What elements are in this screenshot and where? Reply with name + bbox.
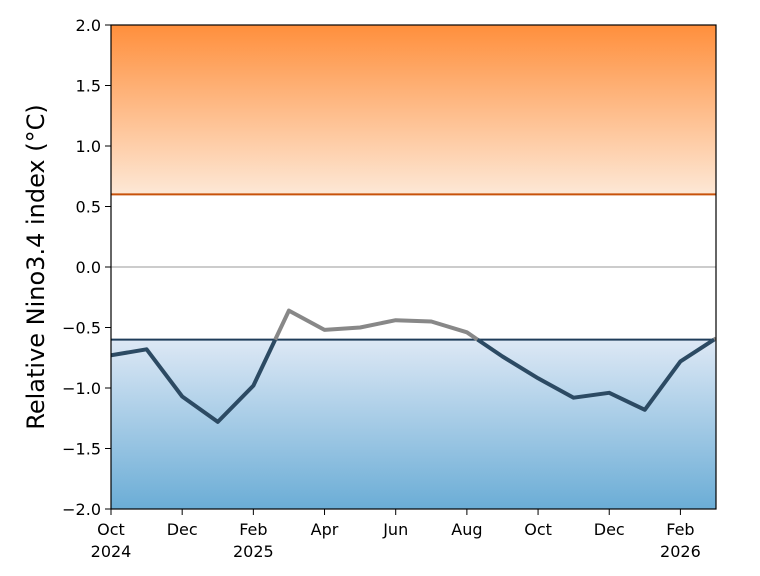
x-tick-year-label: 2026 [660,542,701,561]
y-axis-ticks: 2.0 1.5 1.0 0.5 0.0 −0.5 −1.0 −1.5 −2.0 [62,16,111,519]
cool-shading-band [111,339,716,509]
x-tick-label: Oct [97,520,125,539]
y-axis-label: Relative Nino3.4 index (°C) [22,104,50,430]
y-tick-label: 1.5 [76,77,101,96]
y-tick-label: −1.0 [62,379,101,398]
x-tick-label: Oct [524,520,552,539]
y-tick-label: −0.5 [62,319,101,338]
x-axis-ticks: Oct 2024 Dec Feb 2025 Apr Jun Aug Oct Dec Feb 2026 [91,509,701,561]
y-tick-label: 0.0 [76,258,101,277]
x-tick-label: Feb [239,520,267,539]
x-tick-year-label: 2024 [91,542,132,561]
series-line-segment-above-threshold [273,308,479,342]
x-tick-year-label: 2025 [233,542,274,561]
warm-shading-band [111,25,716,195]
x-tick-label: Apr [311,520,339,539]
y-tick-label: 0.5 [76,198,101,217]
y-tick-label: 2.0 [76,16,101,35]
series-layer [111,308,716,424]
x-tick-label: Dec [594,520,625,539]
y-tick-label: −2.0 [62,500,101,519]
x-tick-label: Dec [167,520,198,539]
x-tick-label: Jun [382,520,408,539]
series-line-segment [476,337,716,412]
x-tick-label: Feb [666,520,694,539]
x-tick-label: Aug [451,520,482,539]
y-tick-label: −1.5 [62,440,101,459]
y-tick-label: 1.0 [76,137,101,156]
series-line-segment [111,338,278,424]
